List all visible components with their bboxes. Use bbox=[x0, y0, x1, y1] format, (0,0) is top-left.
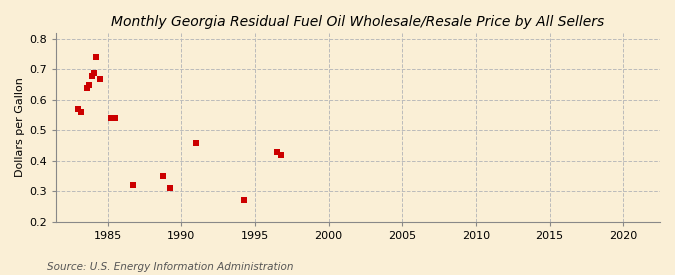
Point bbox=[81, 86, 92, 90]
Point bbox=[75, 110, 86, 114]
Point bbox=[95, 76, 105, 81]
Point bbox=[73, 107, 84, 111]
Point bbox=[157, 174, 168, 178]
Title: Monthly Georgia Residual Fuel Oil Wholesale/Resale Price by All Sellers: Monthly Georgia Residual Fuel Oil Wholes… bbox=[111, 15, 605, 29]
Point bbox=[275, 153, 286, 157]
Point bbox=[91, 55, 102, 59]
Point bbox=[84, 82, 95, 87]
Point bbox=[190, 140, 201, 145]
Point bbox=[109, 116, 120, 120]
Point bbox=[128, 183, 138, 187]
Point bbox=[165, 186, 176, 190]
Point bbox=[106, 116, 117, 120]
Y-axis label: Dollars per Gallon: Dollars per Gallon bbox=[15, 77, 25, 177]
Point bbox=[88, 70, 99, 75]
Point bbox=[238, 198, 249, 203]
Text: Source: U.S. Energy Information Administration: Source: U.S. Energy Information Administ… bbox=[47, 262, 294, 272]
Point bbox=[271, 150, 282, 154]
Point bbox=[86, 73, 97, 78]
